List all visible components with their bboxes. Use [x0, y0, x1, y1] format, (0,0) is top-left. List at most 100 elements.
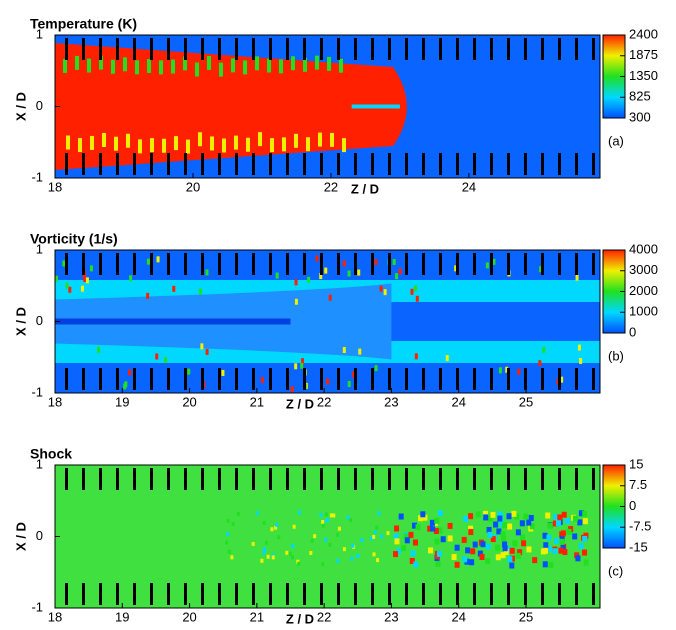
vortex	[187, 368, 191, 375]
shock-cell	[403, 533, 409, 540]
vortex	[172, 285, 176, 292]
post	[439, 38, 442, 60]
shock-cell	[526, 519, 532, 526]
vortex	[89, 265, 93, 272]
post	[235, 253, 238, 275]
post	[303, 38, 306, 60]
post	[116, 583, 119, 605]
vortex	[410, 288, 414, 295]
post	[592, 583, 595, 605]
post	[490, 38, 493, 60]
shock-cell	[582, 549, 588, 556]
shock-cell	[528, 514, 534, 521]
post	[558, 253, 561, 275]
post	[507, 153, 510, 175]
vortex	[198, 288, 202, 295]
vortex	[315, 255, 319, 262]
shock-cell	[428, 547, 434, 554]
shock-cell	[379, 534, 383, 539]
shock-cell	[288, 551, 292, 556]
post	[405, 583, 408, 605]
shock-cell	[342, 547, 346, 552]
colorbar-label: -7.5	[629, 519, 651, 534]
post	[371, 153, 374, 175]
flame-edge	[150, 138, 154, 153]
post	[541, 153, 544, 175]
flame-edge	[315, 55, 319, 70]
shock-cell	[440, 536, 446, 543]
shock-cell	[435, 560, 441, 567]
flame-edge	[63, 58, 67, 73]
post	[82, 468, 85, 490]
post	[388, 468, 391, 490]
post	[133, 468, 136, 490]
post	[490, 368, 493, 390]
post	[354, 253, 357, 275]
shock-cell	[483, 510, 489, 517]
shock-cell	[465, 547, 471, 554]
post	[167, 253, 170, 275]
vortex	[352, 371, 356, 378]
shock-cell	[503, 549, 509, 556]
post	[218, 583, 221, 605]
post	[524, 153, 527, 175]
post	[354, 583, 357, 605]
post	[371, 253, 374, 275]
flame-edge	[162, 138, 166, 153]
post	[99, 253, 102, 275]
post	[320, 368, 323, 390]
shock-cell	[506, 513, 512, 520]
shock-cell	[523, 513, 529, 520]
post	[473, 38, 476, 60]
shock-cell	[274, 525, 278, 530]
post	[473, 368, 476, 390]
vortex	[542, 346, 546, 353]
vortex	[146, 292, 150, 299]
shock-cell	[430, 525, 436, 532]
vortex	[414, 353, 418, 360]
post	[167, 368, 170, 390]
shock-cell	[226, 518, 230, 523]
shock-cell	[495, 544, 501, 551]
y-tick-label: 1	[36, 241, 43, 256]
shock-cell	[555, 520, 561, 527]
shock-cell	[337, 526, 341, 531]
post	[371, 38, 374, 60]
post	[558, 153, 561, 175]
vortex	[129, 275, 133, 282]
colorbar-label: 0	[629, 498, 636, 513]
shock-cell	[310, 538, 314, 543]
shock-cell	[502, 541, 508, 548]
post	[82, 253, 85, 275]
shock-cell	[266, 554, 270, 559]
shock-cell	[485, 543, 491, 550]
vortex	[326, 378, 330, 385]
post	[99, 368, 102, 390]
vortex	[539, 266, 543, 273]
shock-cell	[497, 515, 503, 522]
panel-title: Vorticity (1/s)	[30, 231, 118, 247]
post	[490, 583, 493, 605]
vortex	[575, 274, 579, 281]
shock-cell	[562, 549, 568, 556]
shock-cell	[515, 552, 521, 559]
shock-cell	[321, 523, 325, 528]
shock-cell	[553, 513, 559, 520]
post	[422, 253, 425, 275]
y-tick-label: 1	[36, 26, 43, 41]
vortex	[383, 289, 387, 296]
vortex	[83, 276, 87, 283]
shock-cell	[502, 522, 508, 529]
shock-cell	[321, 562, 325, 567]
shock-cell	[512, 540, 518, 547]
flame-edge	[255, 56, 259, 71]
field	[55, 465, 600, 608]
post	[405, 368, 408, 390]
shock-cell	[434, 538, 440, 545]
vortex	[55, 275, 59, 282]
shock-cell	[542, 561, 548, 568]
vortex	[124, 381, 128, 388]
post	[575, 368, 578, 390]
post	[371, 368, 374, 390]
vortex	[342, 347, 346, 354]
